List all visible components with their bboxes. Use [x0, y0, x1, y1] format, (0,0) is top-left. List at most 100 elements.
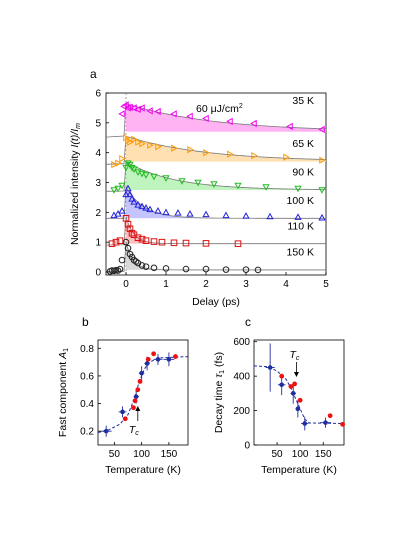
data-point	[150, 173, 158, 181]
data-point	[132, 258, 140, 265]
data-point	[146, 107, 153, 115]
x-tick-label: 50	[109, 449, 121, 460]
data-point	[132, 398, 138, 404]
data-point	[250, 119, 257, 128]
series-label-1: 65 K	[292, 138, 314, 150]
x-tick-label: 100	[292, 449, 309, 460]
data-point	[124, 244, 132, 252]
y-tick-label: 200	[233, 406, 250, 417]
data-point	[114, 185, 122, 193]
x-tick-label: 3	[243, 279, 249, 290]
data-point	[131, 405, 136, 411]
data-point	[112, 238, 120, 246]
panel-label-c: c	[245, 315, 251, 329]
data-point	[139, 370, 144, 376]
data-point	[222, 266, 230, 273]
data-point	[251, 152, 258, 160]
data-point	[162, 265, 170, 272]
data-point	[288, 384, 294, 389]
data-point	[182, 239, 190, 247]
data-point	[222, 211, 230, 219]
data-point	[130, 198, 138, 205]
x-tick-label: 4	[283, 279, 289, 290]
series-label-4: 110 K	[287, 220, 314, 232]
y-tick-label: 0.6	[80, 371, 94, 382]
y-tick-label: 0.2	[80, 427, 94, 438]
data-point	[120, 409, 125, 415]
panel-a-frame	[105, 92, 327, 276]
data-point	[290, 391, 296, 396]
data-point	[123, 134, 130, 142]
data-point	[234, 240, 242, 247]
tc-label: Tc	[129, 424, 139, 437]
y-tick-label: 2	[95, 208, 101, 219]
data-point	[294, 185, 302, 193]
y-tick-label: 400	[233, 372, 250, 383]
data-point	[202, 240, 210, 247]
x-tick-label: 50	[272, 449, 284, 460]
y-tick-label: 0	[244, 441, 250, 452]
data-point	[162, 175, 170, 182]
data-point	[170, 239, 178, 247]
data-point	[187, 146, 194, 154]
series-label-2: 90 K	[292, 167, 314, 179]
fluence-annotation: 60 μJ/cm2	[196, 103, 243, 115]
y-axis-label: Normalized intensity I(t)/Im	[69, 123, 82, 245]
x-tick-label: 150	[161, 449, 178, 460]
tc-arrow-head	[135, 406, 141, 411]
y-tick-label: 3	[95, 178, 101, 189]
data-point	[155, 357, 161, 362]
data-point	[266, 212, 274, 220]
data-point	[226, 117, 233, 125]
data-point	[119, 154, 126, 163]
data-point	[302, 421, 308, 426]
x-tick-label: 150	[315, 449, 332, 460]
data-point	[146, 205, 154, 213]
data-point	[122, 101, 129, 109]
x-axis-label: Delay (ps)	[192, 296, 240, 308]
data-point	[118, 182, 126, 190]
data-point	[294, 213, 302, 220]
data-point	[147, 141, 154, 149]
data-point	[131, 135, 138, 143]
data-point	[150, 238, 158, 245]
data-point	[108, 240, 116, 247]
data-point	[135, 387, 141, 393]
data-point	[142, 263, 150, 270]
series-label-3: 100 K	[287, 195, 314, 207]
data-point	[234, 182, 242, 190]
data-point	[127, 138, 134, 146]
data-point	[279, 382, 284, 388]
series-fill-0	[126, 103, 326, 132]
panel-b-frame	[97, 339, 189, 446]
data-point	[128, 164, 136, 172]
data-point	[318, 213, 326, 221]
data-point	[327, 413, 333, 419]
data-point	[118, 110, 125, 118]
panel-label-b: b	[82, 315, 89, 329]
data-point	[114, 267, 122, 274]
series-fit-curve-4	[105, 216, 326, 246]
data-point	[130, 104, 137, 112]
panel-c-frame	[253, 339, 345, 446]
data-point	[124, 220, 132, 228]
panel-b-fit-curve	[97, 356, 189, 434]
data-point	[319, 156, 326, 164]
y-axis-label: Decay time τ1 (fs)	[213, 352, 226, 433]
data-point	[262, 184, 270, 191]
y-tick-label: 0.8	[80, 344, 94, 355]
data-point	[138, 235, 146, 243]
data-point	[126, 190, 134, 198]
data-point	[340, 421, 346, 427]
data-point	[227, 150, 234, 158]
data-point	[170, 110, 177, 118]
data-point	[122, 190, 130, 198]
data-point	[158, 238, 166, 246]
y-tick-label: 4	[95, 148, 101, 159]
data-point	[134, 105, 141, 114]
data-point	[110, 187, 118, 194]
data-point	[138, 202, 146, 210]
data-point	[186, 112, 193, 120]
x-tick-label: 1	[163, 279, 169, 290]
data-point	[124, 184, 132, 192]
